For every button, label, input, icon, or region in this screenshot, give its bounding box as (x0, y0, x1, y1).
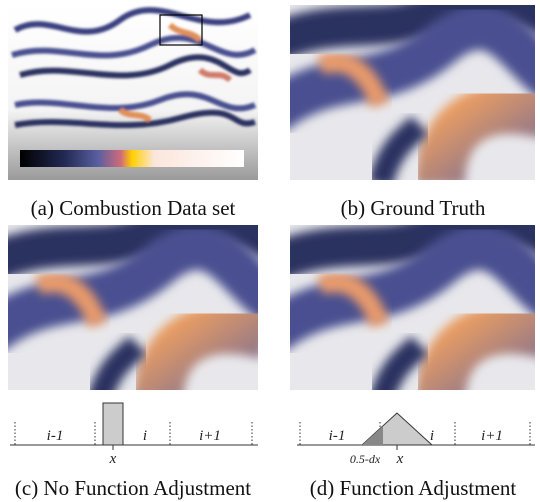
offset-label: 0.5-dx (350, 452, 381, 466)
render-image (270, 221, 540, 405)
cell-label: i+1 (481, 428, 503, 444)
combustion-image (8, 5, 258, 180)
cell-label: i (143, 428, 147, 444)
ground-truth-image (270, 1, 540, 185)
caption: (d) Function Adjustment (310, 476, 517, 500)
cell-label: i (430, 428, 434, 444)
cell-label: i+1 (199, 428, 221, 444)
caption: (b) Ground Truth (341, 196, 486, 220)
render-image (0, 221, 278, 405)
diagram: i-1 i i+1 x 0.5-dx (297, 412, 535, 467)
cell-label: i-1 (329, 428, 346, 444)
diagram: i-1 i i+1 x (10, 402, 258, 467)
x-label: x (396, 451, 404, 467)
caption: (c) No Function Adjustment (15, 476, 251, 500)
cell-label: i-1 (47, 428, 64, 444)
caption: (a) Combustion Data set (31, 196, 236, 220)
x-label: x (109, 451, 117, 467)
